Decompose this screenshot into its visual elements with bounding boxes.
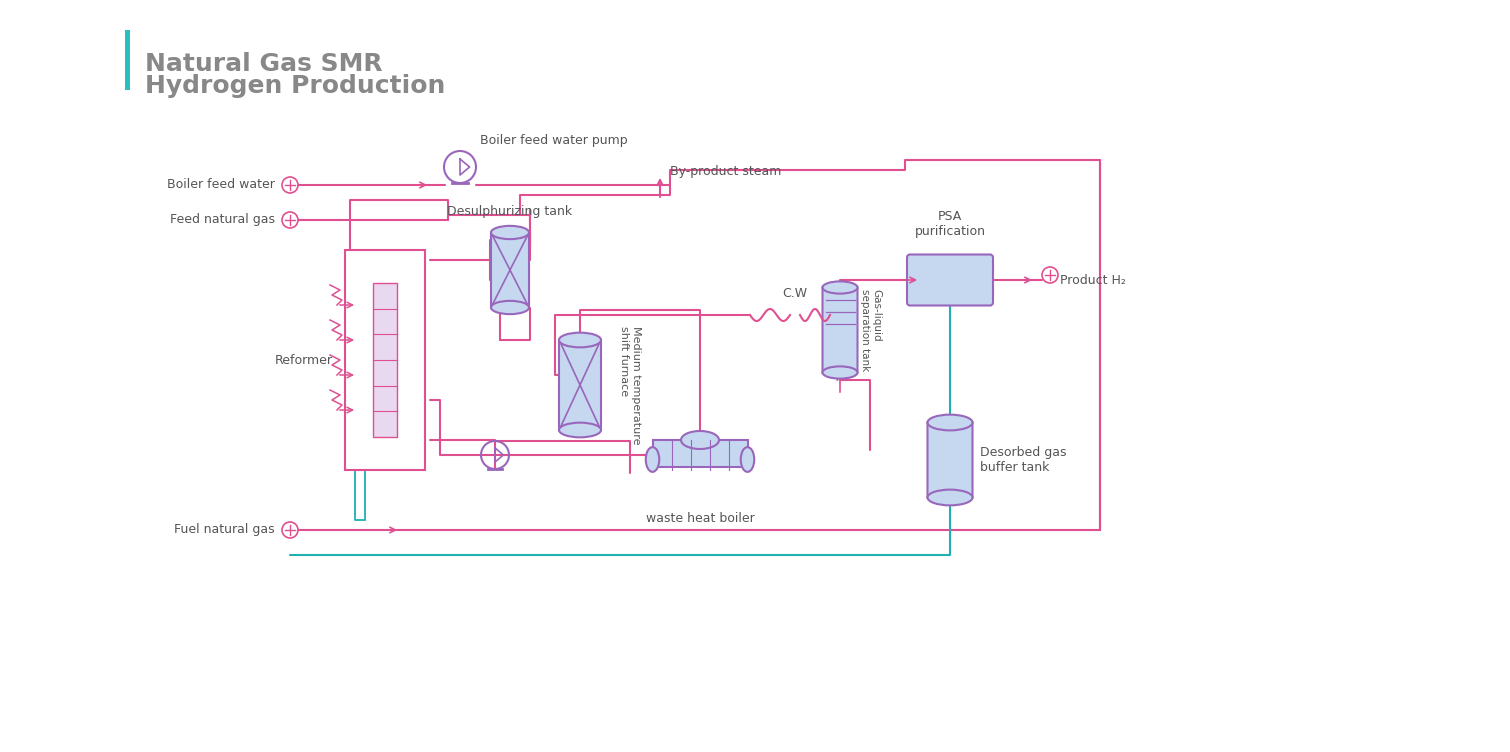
Text: Boiler feed water: Boiler feed water <box>168 178 275 192</box>
Ellipse shape <box>491 226 528 239</box>
Text: Desulphurizing tank: Desulphurizing tank <box>447 205 572 217</box>
Text: Gas-liquid
separation tank: Gas-liquid separation tank <box>859 289 882 371</box>
Text: Product H₂: Product H₂ <box>1060 274 1126 287</box>
Ellipse shape <box>927 414 972 430</box>
Bar <box>652 440 747 467</box>
Ellipse shape <box>823 281 858 293</box>
Text: Feed natural gas: Feed natural gas <box>171 214 275 226</box>
Text: Hydrogen Production: Hydrogen Production <box>145 74 445 98</box>
Bar <box>344 250 424 470</box>
Text: C.W: C.W <box>782 287 808 300</box>
Ellipse shape <box>559 423 601 438</box>
Bar <box>373 283 397 437</box>
Circle shape <box>282 522 297 538</box>
Text: Boiler feed water pump: Boiler feed water pump <box>480 134 628 147</box>
Ellipse shape <box>823 366 858 378</box>
Text: By-product steam: By-product steam <box>670 165 781 178</box>
FancyBboxPatch shape <box>491 232 528 308</box>
Ellipse shape <box>646 447 660 472</box>
Ellipse shape <box>681 431 719 449</box>
Text: Fuel natural gas: Fuel natural gas <box>174 523 275 536</box>
FancyBboxPatch shape <box>125 30 130 90</box>
Text: Reformer: Reformer <box>275 353 334 366</box>
Text: waste heat boiler: waste heat boiler <box>646 512 755 525</box>
Text: PSA
purification: PSA purification <box>915 210 986 238</box>
Ellipse shape <box>927 490 972 505</box>
FancyBboxPatch shape <box>908 254 994 305</box>
FancyBboxPatch shape <box>559 340 601 430</box>
Text: Natural Gas SMR: Natural Gas SMR <box>145 52 382 76</box>
Ellipse shape <box>491 301 528 314</box>
FancyBboxPatch shape <box>823 287 858 372</box>
Circle shape <box>1042 267 1059 283</box>
Text: Medium temperature
shift furnace: Medium temperature shift furnace <box>619 326 640 444</box>
Ellipse shape <box>741 447 755 472</box>
Text: Desorbed gas
buffer tank: Desorbed gas buffer tank <box>980 446 1068 474</box>
Ellipse shape <box>559 332 601 347</box>
FancyBboxPatch shape <box>927 423 972 498</box>
Circle shape <box>282 212 297 228</box>
Circle shape <box>282 177 297 193</box>
